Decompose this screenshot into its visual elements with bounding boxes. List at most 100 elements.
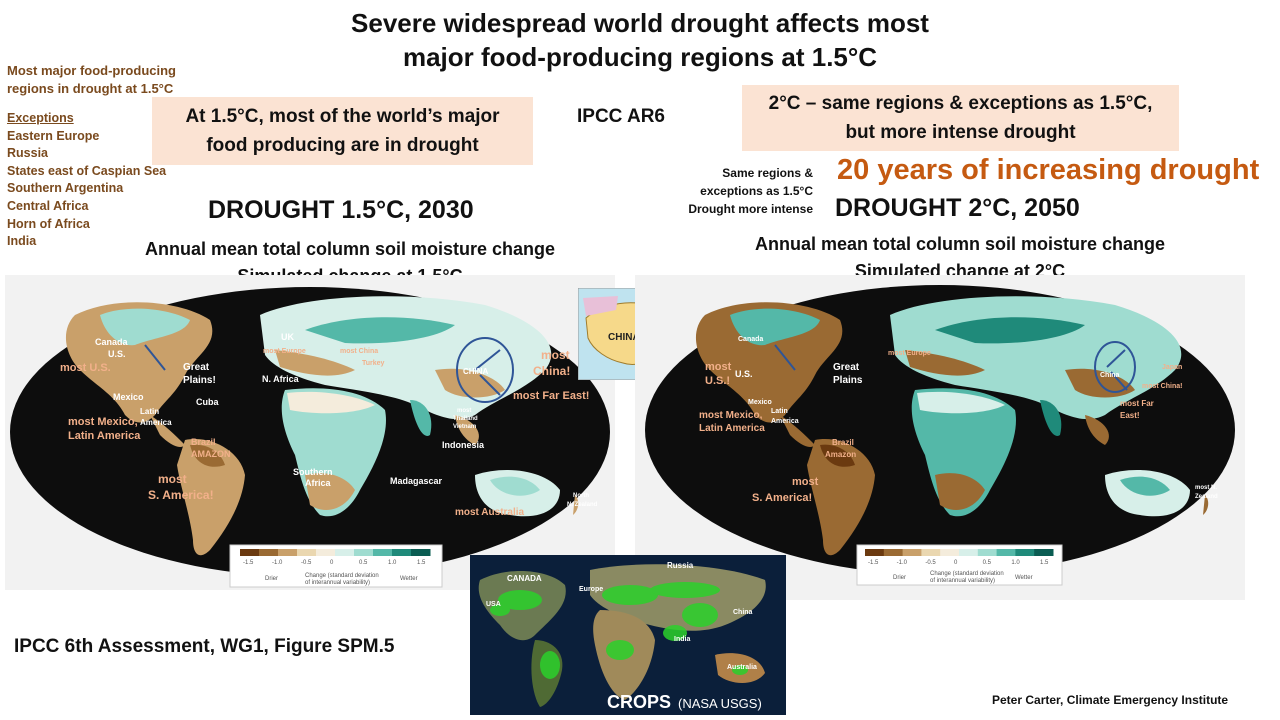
- legend-swatch: [259, 549, 279, 556]
- exception-item: India: [7, 234, 37, 249]
- map-label: Latin America: [68, 430, 141, 442]
- legend-tick-label: 0: [954, 560, 958, 566]
- legend-swatch: [940, 549, 960, 556]
- exception-item: Horn of Africa: [7, 216, 90, 231]
- note-line-2: exceptions as 1.5°C: [700, 184, 813, 198]
- callout-right-line-1: 2°C – same regions & exceptions as 1.5°C…: [768, 93, 1153, 114]
- australia-wet-zone: [490, 476, 540, 496]
- crops-label: Russia: [667, 561, 694, 570]
- southern-africa-dry-zone: [305, 473, 355, 510]
- map-label: Canada: [95, 337, 129, 347]
- map-label: Japan: [1162, 364, 1182, 371]
- legend-swatch: [411, 549, 431, 556]
- crop-area: [732, 665, 748, 675]
- map-label: most China: [340, 348, 378, 355]
- drought-15-heading: DROUGHT 1.5°C, 2030: [208, 196, 474, 224]
- legend-tick-label: -0.5: [301, 560, 312, 566]
- china-dry-zone: [435, 368, 505, 398]
- crops-satellite-image: CANADA USA Russia Europe China India Aus…: [470, 555, 786, 715]
- china-inset-label: CHINA: [608, 332, 640, 343]
- exception-item: Southern Argentina: [7, 181, 124, 196]
- map-label: Madagascar: [390, 476, 443, 486]
- map-label: East!: [1120, 411, 1140, 420]
- map-label: America: [771, 418, 799, 425]
- crops-source: (NASA USGS): [678, 696, 762, 711]
- legend-ticks: -1.5 -1.0 -0.5 0 0.5 1.0 1.5: [243, 560, 426, 566]
- map-label: Plains!: [183, 375, 216, 386]
- map-label: most China!: [1142, 383, 1182, 390]
- map-label: N. Zealand: [567, 502, 598, 508]
- legend-swatch: [392, 549, 412, 556]
- subtitle-left-line-1: Annual mean total column soil moisture c…: [144, 239, 556, 259]
- amazon-dry-zone: [820, 444, 855, 467]
- legend-caption-1: Change (standard deviation: [305, 573, 379, 579]
- new-zealand-land: [1203, 495, 1209, 515]
- crops-label: India: [674, 636, 690, 643]
- callout-box-right: 2°C – same regions & exceptions as 1.5°C…: [742, 85, 1179, 151]
- map-label: Brazil: [191, 437, 216, 447]
- legend-tick-label: 0: [330, 560, 334, 566]
- legend-swatch: [959, 549, 979, 556]
- legend-swatch: [354, 549, 374, 556]
- legend-swatch: [996, 549, 1016, 556]
- crop-area: [682, 603, 718, 627]
- china-arrow-2: [1110, 371, 1128, 391]
- side-heading-line-1: Most major food-producing: [7, 63, 176, 78]
- map-label: Plains: [833, 375, 863, 386]
- twenty-years-heading: 20 years of increasing drought: [837, 154, 1260, 186]
- sahara-zone: [287, 391, 375, 414]
- se-asia-land: [1085, 415, 1109, 445]
- crops-label: Europe: [579, 586, 603, 593]
- map-label: Vietnam: [453, 424, 476, 430]
- map-label: Cuba: [196, 397, 219, 407]
- legend-swatch: [1015, 549, 1035, 556]
- map-label: North: [573, 493, 589, 499]
- map-label: most N.: [1195, 485, 1217, 491]
- drought-map-15c: Canada U.S. most U.S. Great Plains! UK m…: [5, 275, 615, 590]
- map-label: most Far: [1120, 399, 1154, 408]
- legend-swatch: [335, 549, 355, 556]
- europe-dry-zone: [905, 350, 985, 376]
- legend-swatch: [240, 549, 260, 556]
- title-line-2: major food-producing regions at 1.5°C: [402, 42, 878, 72]
- new-zealand-land: [573, 495, 579, 515]
- china-circle: [456, 337, 514, 403]
- europe-dry-zone: [275, 350, 355, 376]
- legend-tick-label: 1.0: [388, 560, 397, 566]
- legend-tick-label: -1.5: [243, 560, 254, 566]
- china-circle: [1094, 341, 1136, 393]
- color-legend-right: -1.5 -1.0 -0.5 0 0.5 1.0 1.5 Change (standard …: [856, 544, 1063, 586]
- great-plains-arrow: [774, 344, 796, 371]
- canada-wet-zone: [730, 308, 820, 346]
- map-label: most Australia: [455, 507, 525, 518]
- map-label: most: [158, 472, 187, 486]
- exceptions-heading: Exceptions: [7, 111, 74, 125]
- central-america-land: [780, 415, 815, 447]
- southern-africa-dry-zone: [935, 473, 985, 510]
- callout-left-line-2: food producing are in drought: [206, 135, 479, 156]
- legend-drier: Drier: [265, 576, 278, 582]
- legend-swatch: [278, 549, 298, 556]
- crops-green-areas: [490, 582, 748, 679]
- map-label: most: [457, 408, 471, 414]
- color-legend-left: -1.5 -1.0 -0.5 0 0.5 1.0 1.5 Change (standard …: [229, 544, 443, 588]
- legend-swatch: [297, 549, 317, 556]
- legend-swatch: [316, 549, 336, 556]
- map-label: U.S.: [735, 369, 753, 379]
- great-plains-arrow: [144, 344, 166, 371]
- legend-tick-label: 1.0: [1011, 560, 1020, 566]
- legend-tick-label: -1.5: [868, 560, 879, 566]
- legend-caption-1: Change (standard deviation: [930, 571, 1004, 577]
- legend-tick-label: 0.5: [359, 560, 368, 566]
- legend-swatch: [883, 549, 904, 556]
- india-land: [1040, 400, 1062, 436]
- map-label: Amazon: [825, 450, 856, 459]
- mongolia-shape: [583, 296, 618, 316]
- map-label: most Europe: [888, 350, 931, 357]
- source-citation: IPCC 6th Assessment, WG1, Figure SPM.5: [14, 636, 395, 657]
- map-label: Zealand: [1195, 494, 1218, 500]
- legend-swatch: [902, 549, 922, 556]
- russia-wet-zone: [305, 317, 455, 344]
- map-label: Mexico: [748, 399, 772, 406]
- south-america-land: [807, 439, 875, 556]
